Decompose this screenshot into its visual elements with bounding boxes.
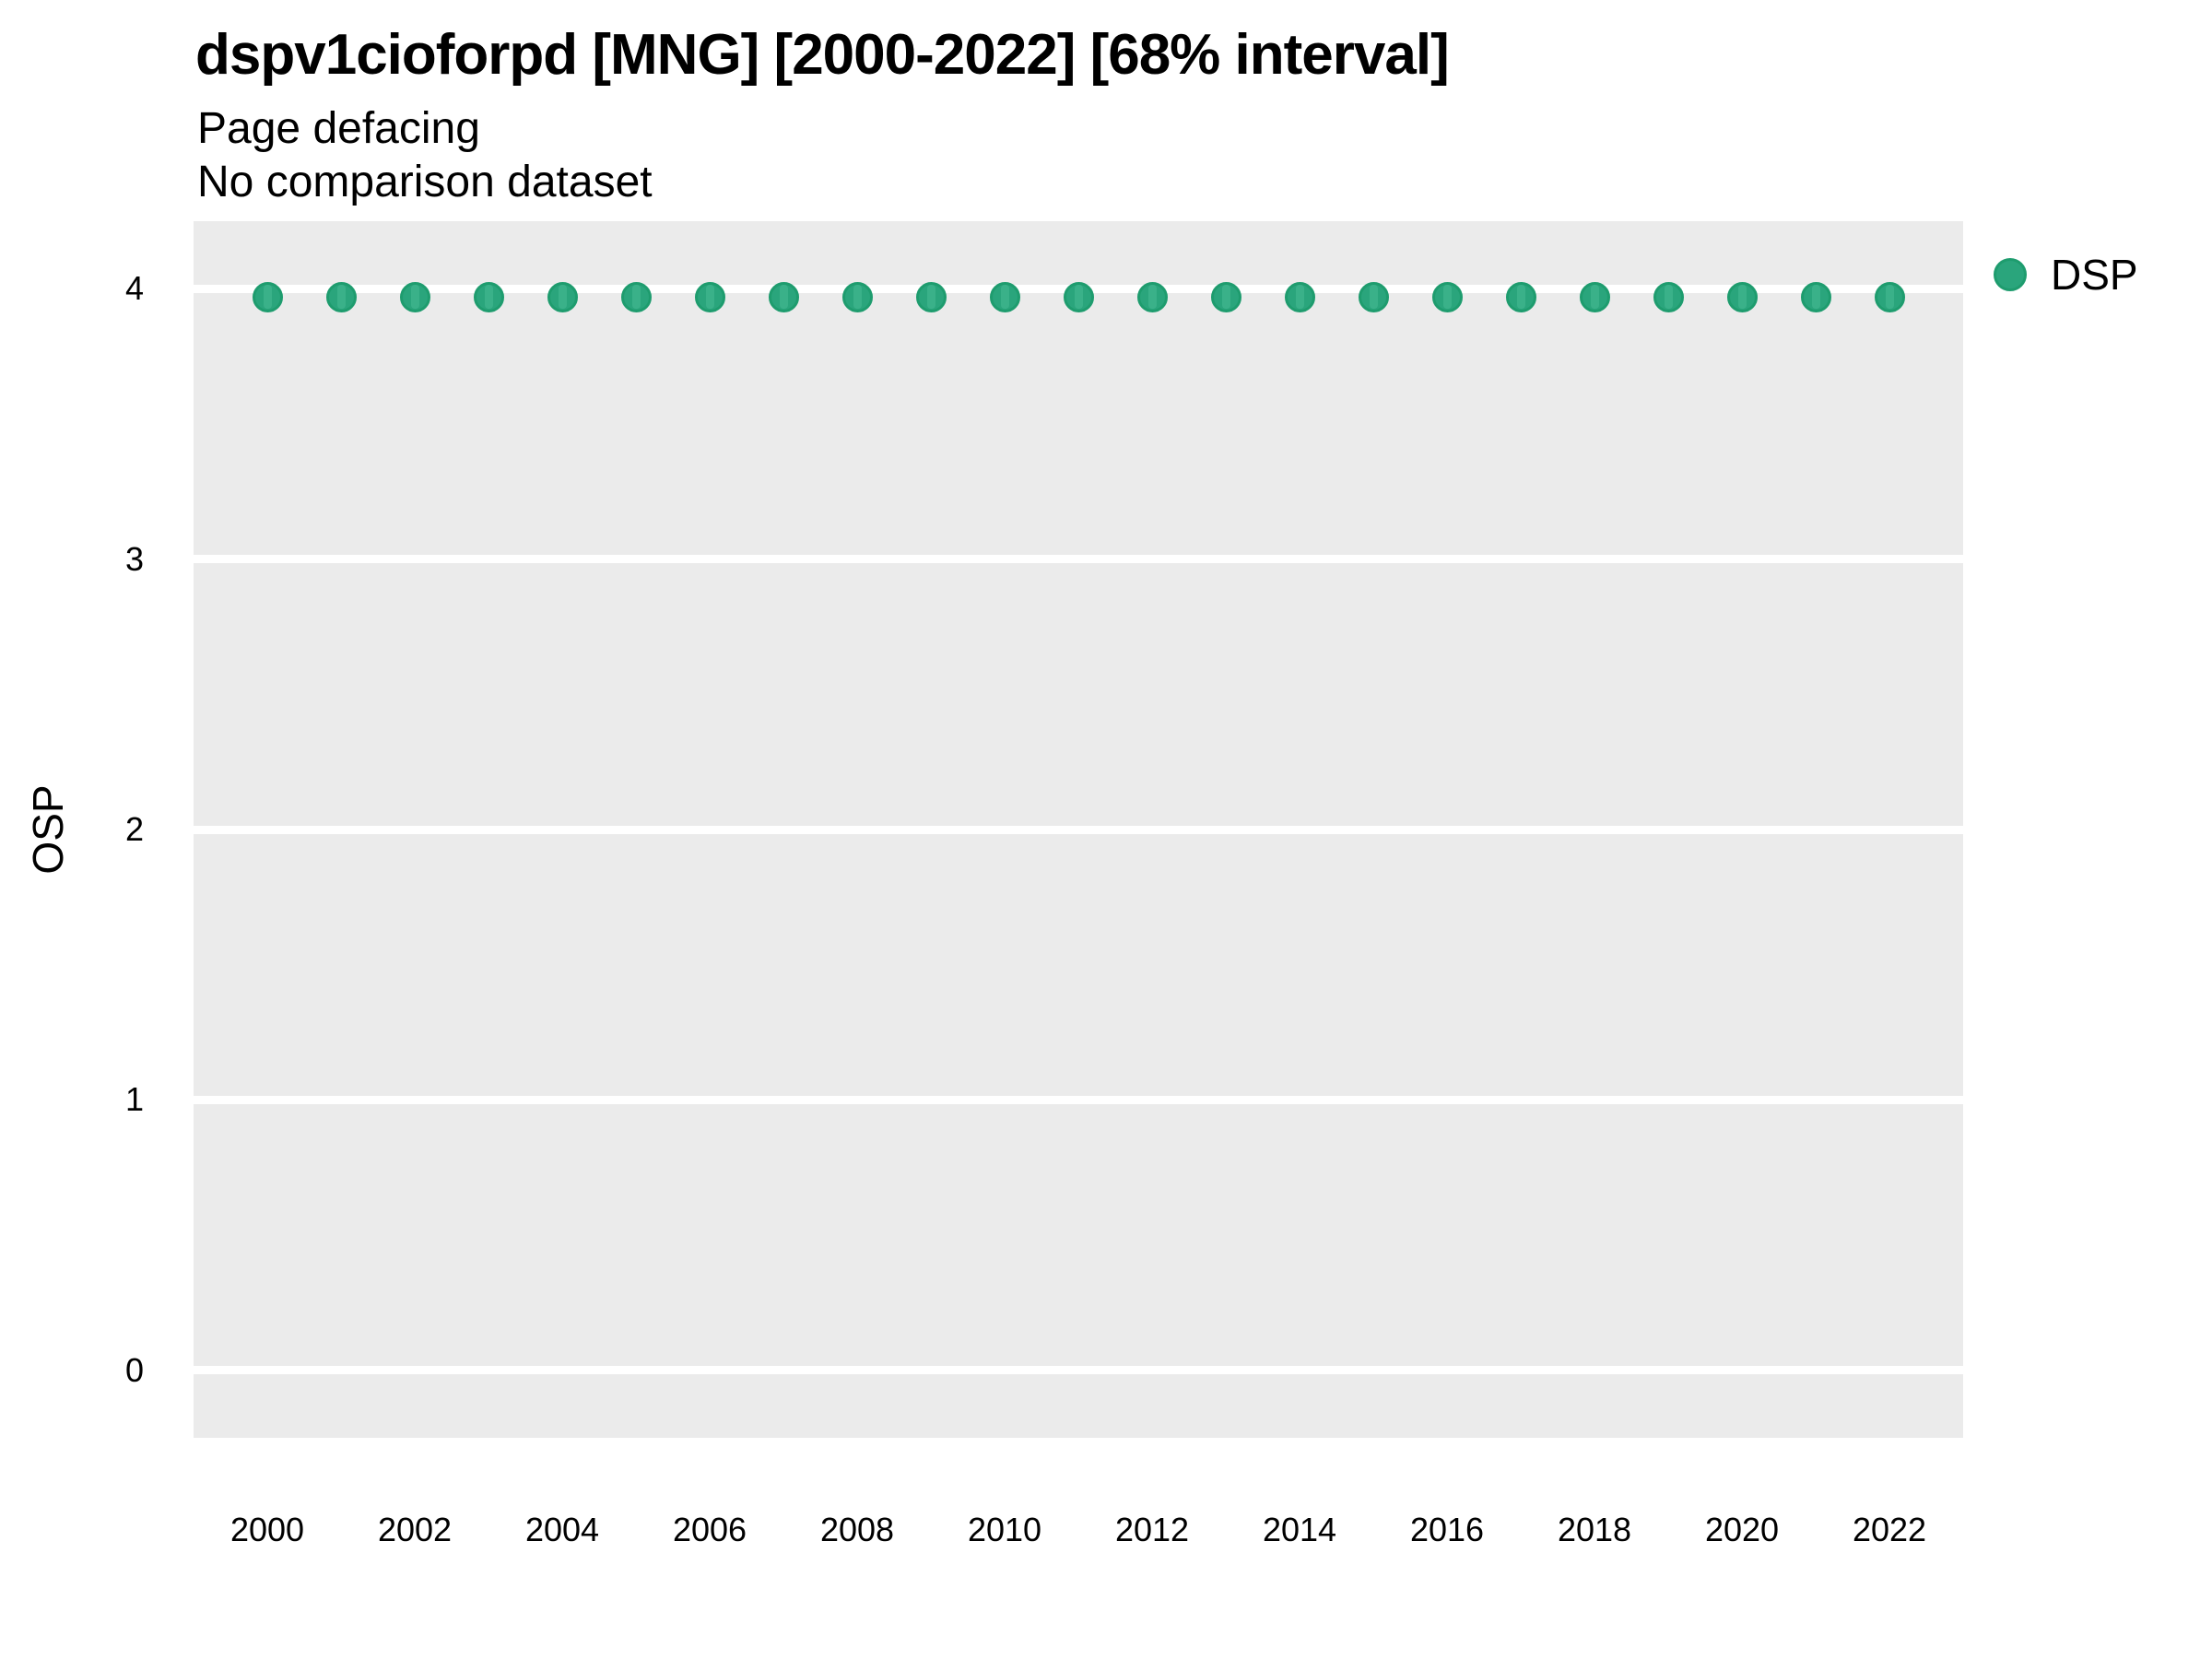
- x-tick-label-2014: 2014: [1262, 1511, 1337, 1548]
- gridline-y-2: [194, 825, 1963, 834]
- interval-bar: [1885, 285, 1894, 310]
- x-tick-label-2002: 2002: [377, 1511, 453, 1548]
- y-tick-label-3: 3: [124, 539, 144, 578]
- data-point-dsp-2019: [1653, 281, 1684, 312]
- x-tick-label-2010: 2010: [967, 1511, 1042, 1548]
- data-point-dsp-2008: [841, 281, 873, 312]
- interval-bar: [1369, 285, 1378, 310]
- data-point-dsp-2018: [1579, 281, 1610, 312]
- interval-bar: [1516, 285, 1525, 310]
- interval-bar: [263, 285, 272, 310]
- interval-bar: [631, 285, 641, 310]
- data-point-dsp-2004: [547, 281, 578, 312]
- interval-bar: [1664, 285, 1673, 310]
- data-point-dsp-2015: [1358, 281, 1389, 312]
- chart-title: dspv1cioforpd [MNG] [2000-2022] [68% int…: [195, 23, 1450, 87]
- interval-bar: [1147, 285, 1157, 310]
- x-tick-label-2000: 2000: [229, 1511, 305, 1548]
- legend-label: DSP: [2051, 251, 2138, 299]
- x-tick-label-2018: 2018: [1557, 1511, 1632, 1548]
- interval-bar: [1074, 285, 1083, 310]
- interval-bar: [705, 285, 714, 310]
- x-tick-label-2004: 2004: [524, 1511, 600, 1548]
- data-point-dsp-2000: [252, 281, 283, 312]
- interval-bar: [926, 285, 935, 310]
- interval-bar: [410, 285, 419, 310]
- y-tick-label-2: 2: [124, 810, 144, 848]
- data-point-dsp-2017: [1505, 281, 1536, 312]
- interval-bar: [779, 285, 788, 310]
- y-tick-label-0: 0: [124, 1350, 144, 1389]
- gridline-y-0: [194, 1366, 1963, 1375]
- y-tick-label-4: 4: [124, 269, 144, 308]
- interval-bar: [1000, 285, 1009, 310]
- gridline-y-1: [194, 1095, 1963, 1104]
- data-point-dsp-2016: [1431, 281, 1463, 312]
- data-point-dsp-2021: [1800, 281, 1831, 312]
- interval-bar: [1811, 285, 1820, 310]
- data-point-dsp-2009: [915, 281, 947, 312]
- x-tick-label-2022: 2022: [1852, 1511, 1927, 1548]
- legend-marker-circle-icon: [1994, 258, 2027, 291]
- data-point-dsp-2005: [620, 281, 652, 312]
- x-tick-label-2012: 2012: [1114, 1511, 1190, 1548]
- interval-bar: [1295, 285, 1304, 310]
- data-point-dsp-2006: [694, 281, 725, 312]
- interval-bar: [558, 285, 567, 310]
- plot-panel: [194, 221, 1963, 1438]
- data-point-dsp-2011: [1063, 281, 1094, 312]
- data-point-dsp-2022: [1874, 281, 1905, 312]
- x-tick-label-2020: 2020: [1704, 1511, 1780, 1548]
- interval-bar: [1221, 285, 1230, 310]
- x-tick-label-2008: 2008: [819, 1511, 895, 1548]
- x-tick-label-2006: 2006: [672, 1511, 747, 1548]
- data-point-dsp-2001: [325, 281, 357, 312]
- data-point-dsp-2014: [1284, 281, 1315, 312]
- interval-bar: [336, 285, 346, 310]
- data-point-dsp-2002: [399, 281, 430, 312]
- chart-note: No comparison dataset: [197, 158, 653, 206]
- data-point-dsp-2003: [473, 281, 504, 312]
- data-point-dsp-2007: [768, 281, 799, 312]
- data-point-dsp-2010: [989, 281, 1020, 312]
- data-point-dsp-2020: [1726, 281, 1758, 312]
- interval-bar: [1737, 285, 1747, 310]
- interval-bar: [853, 285, 862, 310]
- interval-bar: [1442, 285, 1452, 310]
- gridline-y-3: [194, 555, 1963, 564]
- x-tick-label-2016: 2016: [1409, 1511, 1485, 1548]
- interval-bar: [1590, 285, 1599, 310]
- y-tick-label-1: 1: [124, 1080, 144, 1119]
- legend: DSP: [1994, 250, 2138, 300]
- data-point-dsp-2013: [1210, 281, 1241, 312]
- interval-bar: [484, 285, 493, 310]
- chart-subtitle: Page defacing: [197, 104, 480, 153]
- data-point-dsp-2012: [1136, 281, 1168, 312]
